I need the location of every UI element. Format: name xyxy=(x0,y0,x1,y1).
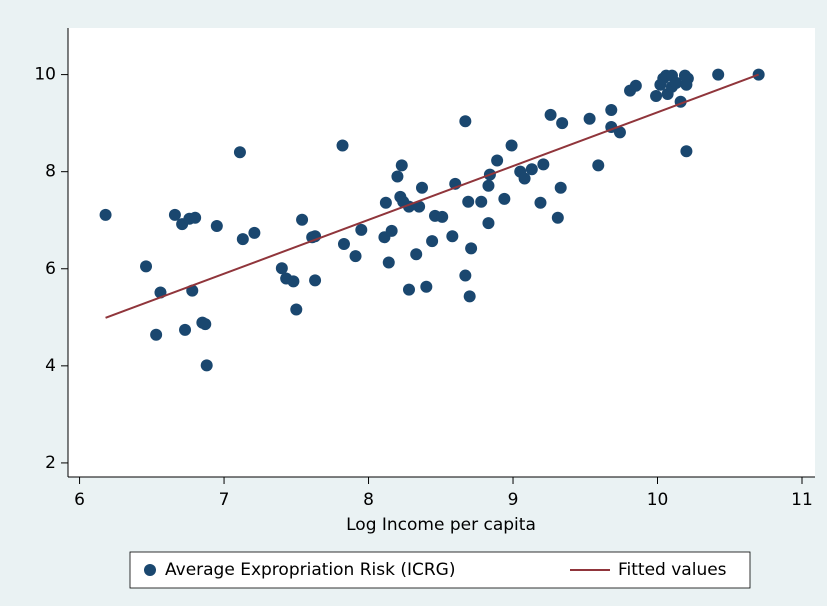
scatter-point xyxy=(210,220,223,233)
scatter-point xyxy=(482,179,495,192)
x-tick-label: 6 xyxy=(74,490,85,510)
scatter-point xyxy=(287,275,300,288)
scatter-point xyxy=(583,112,596,125)
scatter-point xyxy=(498,192,511,205)
x-axis-title: Log Income per capita xyxy=(346,515,536,535)
scatter-point xyxy=(391,170,404,183)
legend-label: Fitted values xyxy=(618,560,727,580)
x-tick-label: 9 xyxy=(508,490,519,510)
scatter-point xyxy=(426,235,439,248)
scatter-point xyxy=(200,359,213,372)
scatter-point xyxy=(436,210,449,223)
scatter-point xyxy=(556,117,569,130)
scatter-point xyxy=(537,158,550,171)
scatter-point xyxy=(179,323,192,336)
scatter-point xyxy=(168,208,181,221)
legend xyxy=(129,551,751,589)
scatter-point xyxy=(402,283,415,296)
scatter-point xyxy=(446,230,459,243)
scatter-point xyxy=(525,163,538,176)
scatter-point xyxy=(465,242,478,255)
scatter-point xyxy=(680,145,693,158)
y-tick-label: 4 xyxy=(45,356,56,376)
scatter-point xyxy=(337,238,350,251)
scatter-point xyxy=(650,89,663,102)
scatter-point xyxy=(99,208,112,221)
scatter-point xyxy=(275,262,288,275)
scatter-point xyxy=(415,181,428,194)
scatter-point xyxy=(551,211,564,224)
scatter-point xyxy=(290,303,303,316)
scatter-point xyxy=(385,224,398,237)
scatter-point xyxy=(534,196,547,209)
scatter-point xyxy=(459,269,472,282)
scatter-point xyxy=(382,256,395,269)
scatter-point xyxy=(459,115,472,128)
x-tick-label: 10 xyxy=(647,490,669,510)
scatter-point xyxy=(491,154,504,167)
scatter-point xyxy=(233,146,246,159)
scatter-point xyxy=(592,159,605,172)
legend-label: Average Expropriation Risk (ICRG) xyxy=(165,560,456,580)
legend-marker xyxy=(144,564,156,576)
y-tick-label: 6 xyxy=(45,259,56,279)
scatter-point xyxy=(150,328,163,341)
scatter-point xyxy=(475,195,488,208)
scatter-point xyxy=(420,280,433,293)
plot-area xyxy=(68,28,815,477)
scatter-point xyxy=(505,139,518,152)
scatter-point xyxy=(395,159,408,172)
scatter-point xyxy=(410,248,423,261)
scatter-point xyxy=(413,200,426,213)
y-tick-label: 2 xyxy=(45,453,56,473)
scatter-point xyxy=(752,68,765,81)
scatter-point xyxy=(629,79,642,92)
scatter-point xyxy=(605,104,618,117)
y-tick-label: 8 xyxy=(45,162,56,182)
scatter-point xyxy=(199,318,212,331)
scatter-point xyxy=(296,213,309,226)
scatter-point xyxy=(309,274,322,287)
scatter-point xyxy=(140,260,153,273)
scatter-point xyxy=(670,76,683,89)
scatter-point xyxy=(554,181,567,194)
scatter-point xyxy=(236,233,249,246)
scatter-point xyxy=(463,290,476,303)
scatter-point xyxy=(349,250,362,263)
fitted-line xyxy=(105,73,759,319)
scatter-point xyxy=(712,68,725,81)
scatter-point xyxy=(518,172,531,185)
x-tick-label: 8 xyxy=(363,490,374,510)
x-tick-label: 11 xyxy=(791,490,813,510)
x-tick-label: 7 xyxy=(219,490,230,510)
scatter-point xyxy=(544,108,557,121)
scatter-point xyxy=(189,211,202,224)
scatter-point xyxy=(680,78,693,91)
scatter-point xyxy=(355,223,368,236)
scatter-point xyxy=(379,196,392,209)
y-tick-label: 10 xyxy=(34,65,56,85)
scatter-point xyxy=(482,217,495,230)
scatter-point xyxy=(462,195,475,208)
scatter-point xyxy=(336,139,349,152)
scatter-point xyxy=(248,226,261,239)
scatter-point xyxy=(613,126,626,139)
